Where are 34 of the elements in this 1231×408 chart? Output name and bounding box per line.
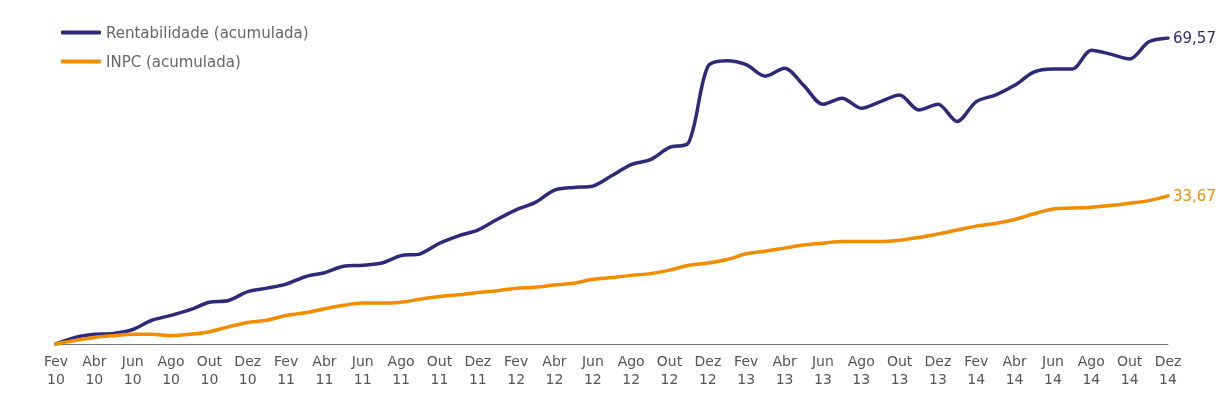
legend-label: Rentabilidade (acumulada) bbox=[106, 23, 309, 42]
x-tick-label: Out 12 bbox=[656, 353, 683, 387]
x-tick-label: Ago 12 bbox=[617, 353, 645, 387]
data-label: 33,67 bbox=[1173, 186, 1216, 205]
x-tick-label: Out 13 bbox=[886, 353, 913, 387]
legend-label: INPC (acumulada) bbox=[106, 52, 241, 71]
x-tick-label: Abr 13 bbox=[772, 353, 797, 387]
x-tick-label: Out 10 bbox=[196, 353, 223, 387]
x-tick-label: Abr 10 bbox=[82, 353, 107, 387]
x-tick-label: Fev 10 bbox=[43, 353, 69, 387]
x-tick-label: Ago 14 bbox=[1077, 353, 1105, 387]
x-tick-label: Abr 14 bbox=[1002, 353, 1027, 387]
x-tick-label: Ago 11 bbox=[387, 353, 415, 387]
x-tick-label: Dez 12 bbox=[694, 353, 722, 387]
x-tick-label: Ago 10 bbox=[157, 353, 185, 387]
x-tick-label: Out 14 bbox=[1116, 353, 1143, 387]
x-tick-label: Abr 11 bbox=[312, 353, 337, 387]
x-tick-label: Jun 11 bbox=[350, 353, 374, 387]
x-tick-label: Dez 13 bbox=[924, 353, 952, 387]
x-tick-label: Abr 12 bbox=[542, 353, 567, 387]
x-tick-label: Dez 14 bbox=[1154, 353, 1182, 387]
x-tick-label: Jun 12 bbox=[580, 353, 604, 387]
x-tick-label: Dez 11 bbox=[464, 353, 492, 387]
x-tick-label: Out 11 bbox=[426, 353, 453, 387]
x-tick-label: Jun 14 bbox=[1041, 353, 1064, 387]
x-tick-label: Fev 11 bbox=[273, 353, 299, 387]
x-tick-label: Jun 13 bbox=[810, 353, 834, 387]
x-tick-label: Fev 13 bbox=[734, 353, 759, 387]
data-label: 69,57 bbox=[1173, 29, 1216, 47]
x-tick-label: Ago 13 bbox=[847, 353, 875, 387]
x-tick-label: Jun 10 bbox=[120, 353, 144, 387]
x-tick-label: Fev 12 bbox=[504, 353, 529, 387]
x-tick-label: Dez 10 bbox=[234, 353, 262, 387]
x-tick-label: Fev 14 bbox=[964, 353, 989, 387]
